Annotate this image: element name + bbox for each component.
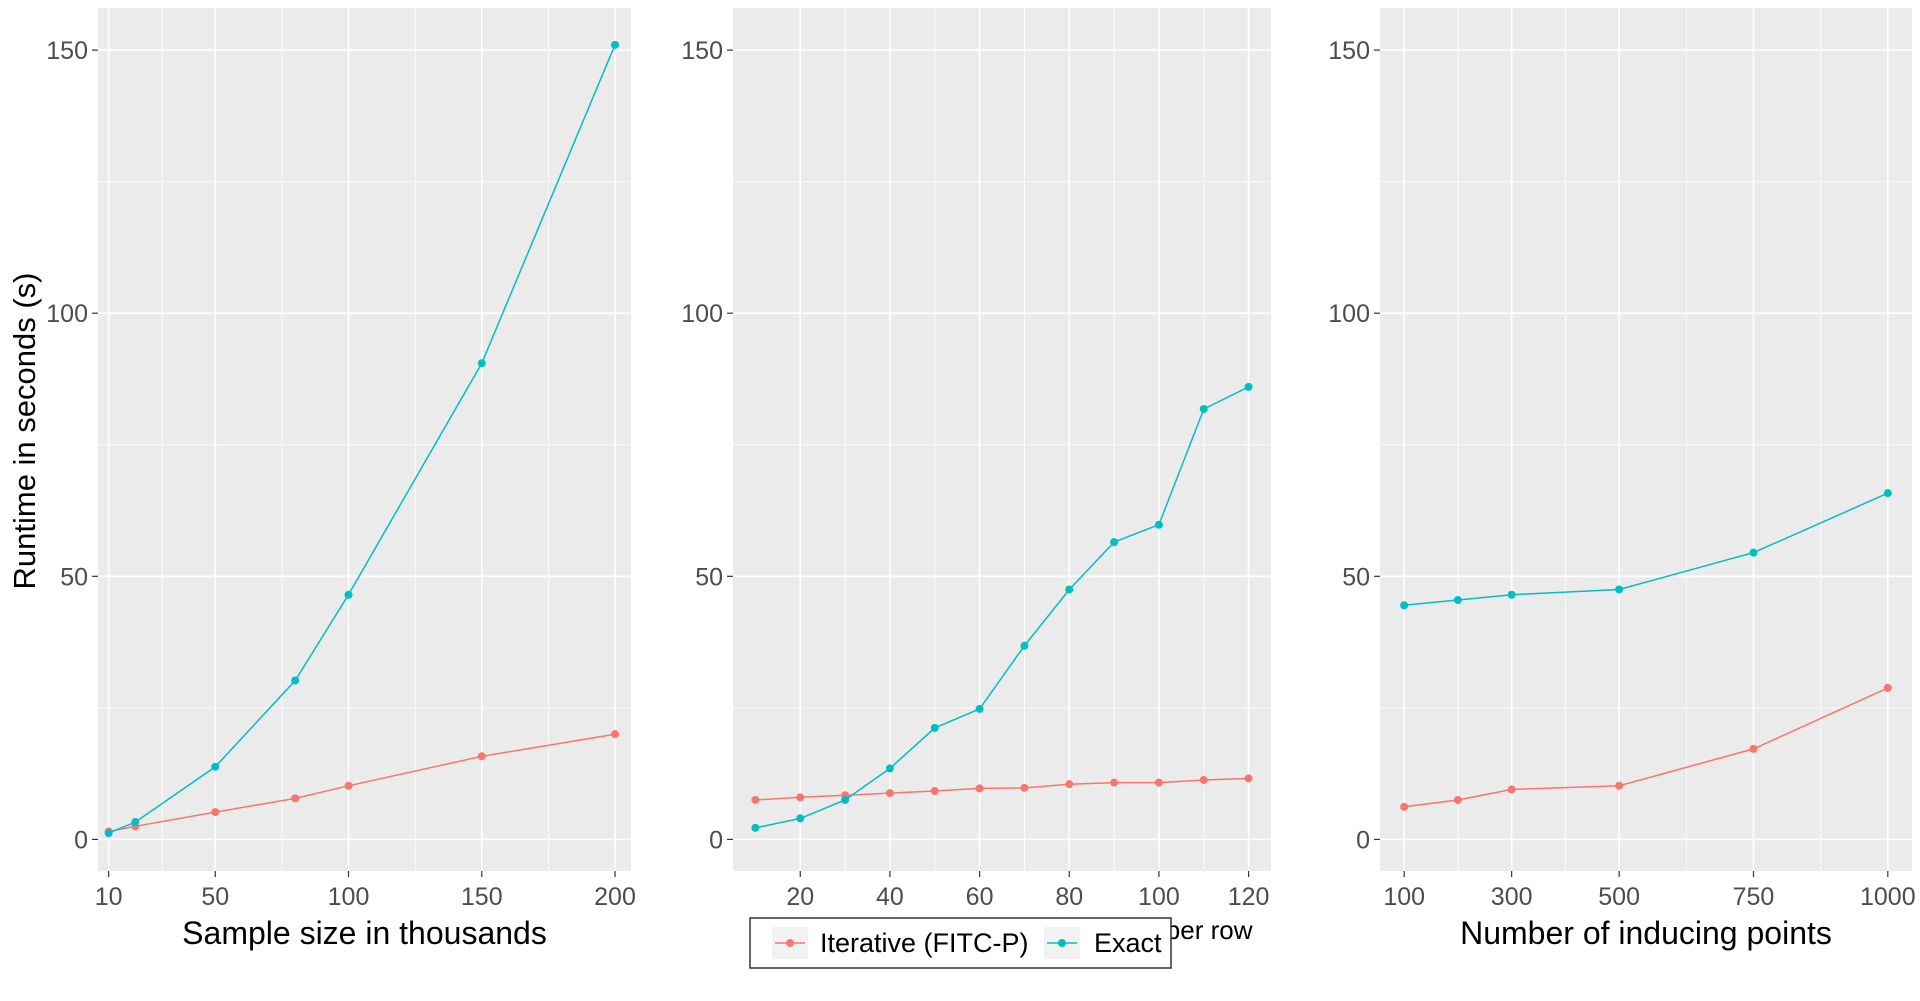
data-point-exact: [1154, 520, 1163, 529]
x-tick-label: 300: [1491, 883, 1533, 911]
data-point-iterative: [1883, 683, 1892, 692]
data-point-exact: [131, 818, 140, 827]
y-tick-label: 50: [695, 563, 723, 591]
y-axis-title: Runtime in seconds (s): [7, 272, 42, 589]
legend-point-exact: [1058, 939, 1066, 947]
y-tick-label: 0: [709, 826, 723, 854]
data-point-iterative: [1507, 785, 1516, 794]
data-point-iterative: [1615, 781, 1624, 790]
y-tick-label: 0: [74, 826, 88, 854]
data-point-iterative: [1749, 744, 1758, 753]
legend-box: [749, 917, 1172, 969]
panel-sample-size: 0 50 100 150 10 50 100 150 200 Sample size in tho…: [46, 8, 636, 951]
x-tick-label: 60: [966, 883, 994, 911]
data-point-exact: [1244, 382, 1253, 391]
legend-point-iterative: [786, 939, 794, 947]
data-point-iterative: [1110, 778, 1119, 787]
data-point-exact: [930, 723, 939, 732]
x-tick-label: 100: [328, 883, 370, 911]
x-tick-label: 120: [1228, 883, 1270, 911]
series-line-iterative: [755, 777, 1249, 801]
data-point-exact: [975, 704, 984, 713]
data-point-exact: [1749, 548, 1758, 557]
panel-background: [1380, 8, 1912, 871]
y-tick-label: 150: [681, 37, 723, 65]
data-point-exact: [104, 829, 113, 838]
x-tick-label: 20: [786, 883, 814, 911]
data-point-iterative: [1065, 780, 1074, 789]
y-tick-label: 50: [1342, 563, 1370, 591]
data-point-exact: [1453, 595, 1462, 604]
data-point-exact: [1883, 489, 1892, 498]
data-point-exact: [291, 676, 300, 685]
data-point-iterative: [1453, 795, 1462, 804]
x-tick-label: 150: [461, 883, 503, 911]
x-tick-label: 80: [1055, 883, 1083, 911]
data-point-iterative: [796, 793, 805, 802]
data-point-exact: [344, 590, 353, 599]
data-point-exact: [1065, 585, 1074, 594]
data-point-iterative: [885, 789, 894, 798]
data-point-exact: [1507, 590, 1516, 599]
data-point-exact: [211, 762, 220, 771]
data-point-iterative: [344, 781, 353, 790]
series-line-exact: [755, 386, 1249, 829]
data-point-iterative: [1244, 774, 1253, 783]
data-point-exact: [1110, 538, 1119, 547]
data-point-iterative: [975, 784, 984, 793]
y-tick-label: 0: [1356, 826, 1370, 854]
data-point-iterative: [930, 787, 939, 796]
x-tick-label: 100: [1138, 883, 1180, 911]
y-tick-label: 150: [46, 37, 88, 65]
data-point-exact: [1020, 641, 1029, 650]
y-tick-label: 150: [1328, 37, 1370, 65]
x-tick-label: 40: [876, 883, 904, 911]
data-point-exact: [796, 814, 805, 823]
data-point-exact: [841, 795, 850, 804]
data-point-exact: [751, 823, 760, 832]
x-tick-label: 50: [201, 883, 229, 911]
x-tick-label: 10: [95, 883, 123, 911]
panel-background: [733, 8, 1271, 871]
x-axis-title: Number of inducing points: [1460, 915, 1832, 951]
data-point-iterative: [1020, 783, 1029, 792]
series-line-iterative: [1404, 687, 1889, 808]
data-point-exact: [1615, 585, 1624, 594]
data-point-exact: [1199, 404, 1208, 413]
x-tick-label: 200: [594, 883, 636, 911]
x-tick-label: 500: [1598, 883, 1640, 911]
series-line-exact: [1404, 492, 1889, 607]
data-point-iterative: [1154, 778, 1163, 787]
x-axis-title: Sample size in thousands: [182, 915, 547, 951]
data-point-exact: [885, 764, 894, 773]
data-point-iterative: [611, 730, 620, 739]
panel-inducing-points: 0 50 100 150 100 300 500 750 1000 Number of induc…: [1328, 8, 1916, 951]
data-point-iterative: [291, 794, 300, 803]
data-point-exact: [611, 40, 620, 49]
panel-background: [98, 8, 631, 871]
legend: Iterative (FITC-P) Exact: [749, 917, 1172, 969]
x-tick-label: 1000: [1860, 883, 1916, 911]
data-point-iterative: [211, 808, 220, 817]
y-tick-label: 100: [1328, 300, 1370, 328]
data-point-exact: [477, 359, 486, 368]
panel-nonzero-entries: 05010015020406080100120Average number of…: [681, 8, 1271, 945]
data-point-iterative: [1199, 775, 1208, 784]
data-point-iterative: [751, 795, 760, 804]
y-tick-label: 100: [46, 300, 88, 328]
legend-label-iterative: Iterative (FITC-P): [820, 928, 1029, 958]
y-tick-label: 100: [681, 300, 723, 328]
data-point-iterative: [477, 752, 486, 761]
data-point-exact: [1400, 601, 1409, 610]
y-tick-label: 50: [60, 563, 88, 591]
legend-label-exact: Exact: [1094, 928, 1162, 958]
data-point-iterative: [1400, 802, 1409, 811]
x-tick-label: 100: [1383, 883, 1425, 911]
x-tick-label: 750: [1733, 883, 1775, 911]
